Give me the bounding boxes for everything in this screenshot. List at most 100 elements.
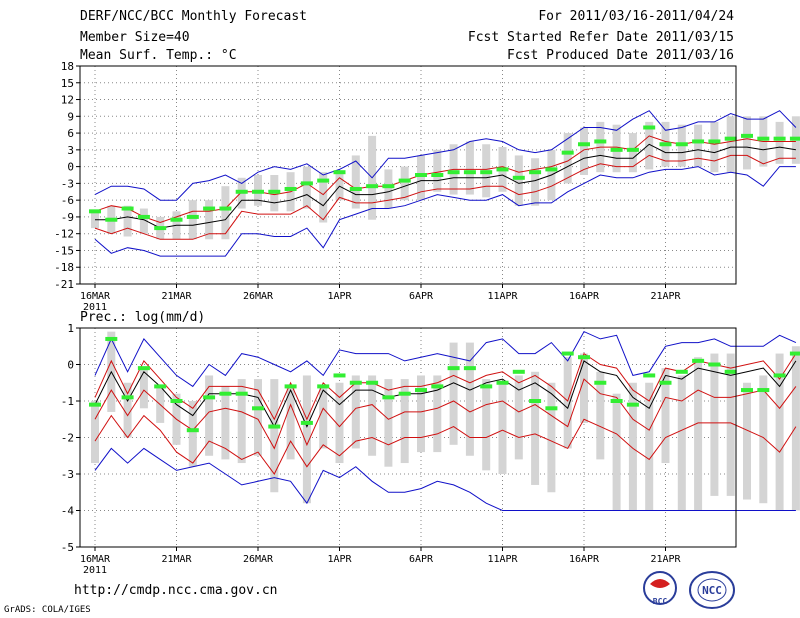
prec-observed-marker [284,384,297,389]
prec-observed-marker [512,369,525,374]
temp-observed-marker [480,170,493,175]
temp-spread-box [514,155,523,206]
prec-spread-box [254,379,262,456]
prec-observed-marker [529,399,542,403]
temp-panel: -21 -18 -15 -12 -9 -6 -3 0 3 6 9 12 15 18 16MAR 21MAR 26… [54,60,800,313]
prec-observed-marker [773,373,786,378]
temp-observed-marker [235,189,248,194]
prec-spread-box [482,379,491,471]
temp-observed-marker [675,142,688,147]
chart-title: DERF/NCC/BCC Monthly Forecast [80,9,307,24]
prec-xtick-label: 21MAR [161,554,192,565]
prec-observed-marker [170,399,183,403]
temp-spread-box [384,169,393,209]
temp-observed-marker [137,214,150,219]
temp-observed-marker [447,170,460,175]
temp-observed-marker [724,136,737,141]
prec-spread-box [335,382,344,464]
prec-ytick-label: 0 [67,359,74,372]
prec-observed-marker [659,380,672,385]
source-url[interactable]: http://cmdp.ncc.cma.gov.cn [74,583,278,598]
temp-xtick-label: 1APR [327,291,352,302]
prec-spread-box [743,382,751,500]
prec-spread-box [580,353,588,423]
temp-observed-marker [561,150,574,155]
temp-xtick-label: 21APR [650,291,681,302]
prec-spread-box [302,375,311,504]
temp-line-mean [95,143,796,229]
temp-spread-box [319,172,328,223]
temp-observed-marker [219,206,232,211]
temp-xtick-label: 6APR [409,291,434,302]
prec-spread-box [221,386,230,460]
temp-observed-marker [154,226,167,231]
temp-spread-box [563,133,572,184]
temp-observed-marker [170,217,183,222]
temp-ytick-label: -21 [54,278,74,291]
temp-observed-marker [317,178,330,183]
prec-ytick-label: -3 [61,468,74,481]
prec-observed-marker [349,380,362,385]
temp-ytick-label: 3 [67,144,74,157]
prec-spread-box [433,375,442,453]
prec-xtick-label: 26MAR [243,554,274,565]
prec-line-min [94,447,796,511]
temp-observed-marker [300,181,313,186]
temp-line-spread_lower [94,154,796,240]
temp-observed-marker [366,184,379,189]
forecast-period: For 2011/03/16-2011/04/24 [538,9,734,24]
prec-observed-marker [366,380,379,385]
prec-xtick-label: 6APR [409,554,434,565]
prec-observed-marker [105,336,118,341]
temp-spread-box [221,186,230,240]
prec-spread-box [237,379,246,464]
prec-line-mean [94,360,797,428]
temp-observed-marker [512,175,525,180]
prec-observed-marker [137,366,150,371]
temp-observed-marker [203,206,216,211]
prec-spread-box [417,375,425,453]
temp-xtick-label: 16APR [569,291,600,302]
prec-spread-box [628,382,637,511]
prec-spread-box [563,357,572,449]
prec-observed-marker [203,395,216,400]
prec-observed-marker [154,384,167,389]
prec-observed-marker [268,424,281,429]
prec-observed-marker [89,402,101,407]
temp-observed-marker [659,142,672,147]
prec-observed-marker [415,388,427,393]
temp-observed-marker [415,173,427,177]
prec-observed-marker [480,384,493,389]
prec-observed-marker [789,351,800,356]
temp-observed-marker [789,136,800,141]
prec-spread-box [726,353,735,496]
prec-spread-box [319,386,328,449]
temp-xtick-label: 11APR [487,291,518,302]
prec-observed-marker [219,391,232,396]
prec-ytick-label: -2 [61,432,74,445]
prec-observed-marker [252,406,264,411]
member-size: Member Size=40 [80,30,190,45]
temp-frame [79,65,737,285]
prec-xtick-label: 1APR [327,554,352,565]
temp-observed-marker [398,178,411,183]
temp-observed-marker [578,142,590,147]
temp-observed-marker [496,167,509,172]
prec-observed-marker [121,395,134,400]
temp-observed-marker [545,167,558,172]
bcc-logo-text: BCC [653,597,668,606]
temp-observed-marker [741,133,753,138]
fcst-produced-date: Fcst Produced Date 2011/03/16 [507,48,734,63]
grads-credit: GrADS: COLA/IGES [4,605,91,615]
prec-observed-marker [578,355,590,360]
prec-spread-box [547,382,556,493]
temp-observed-marker [252,189,264,194]
prec-xtick-label: 21APR [650,554,681,565]
temp-observed-marker [349,186,362,191]
prec-spread-box [694,357,703,511]
prec-spread-box [498,382,507,474]
prec-spread-box [775,353,784,511]
prec-observed-marker [741,388,753,393]
temp-observed-marker [333,170,346,175]
prec-spread-box [139,368,148,409]
